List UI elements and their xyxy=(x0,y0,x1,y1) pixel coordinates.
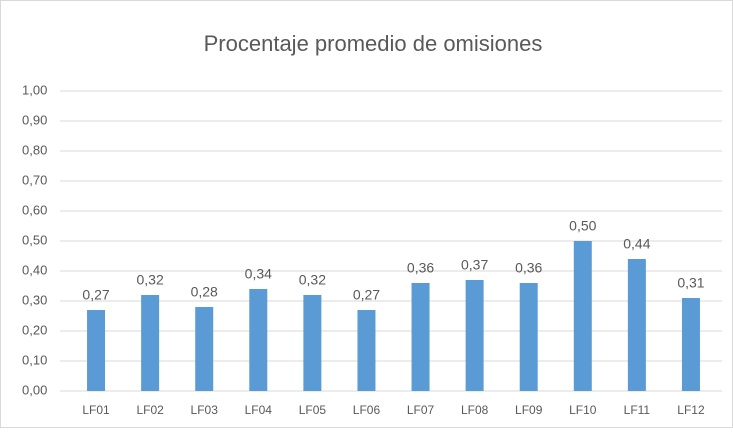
y-tick-label: 0,00 xyxy=(22,382,47,397)
bar xyxy=(573,241,592,391)
bar xyxy=(465,280,484,391)
x-tick-label: LF11 xyxy=(624,403,651,417)
data-label: 0,44 xyxy=(623,236,650,252)
y-tick-label: 0,60 xyxy=(22,202,47,217)
y-tick-label: 0,90 xyxy=(22,112,47,127)
bar xyxy=(303,295,322,391)
data-label: 0,28 xyxy=(191,284,218,300)
x-tick-label: LF01 xyxy=(82,403,110,417)
x-tick-label: LF10 xyxy=(569,403,597,417)
data-label: 0,31 xyxy=(677,275,704,291)
x-tick-label: LF12 xyxy=(677,403,705,417)
y-tick-label: 1,00 xyxy=(22,82,47,97)
bar xyxy=(357,310,376,391)
chart-title: Procentaje promedio de omisiones xyxy=(204,31,543,56)
bar xyxy=(249,289,268,391)
data-label: 0,50 xyxy=(569,218,596,234)
data-label: 0,32 xyxy=(137,272,164,288)
y-tick-label: 0,50 xyxy=(22,232,47,247)
y-tick-label: 0,30 xyxy=(22,292,47,307)
bar xyxy=(519,283,538,391)
bar xyxy=(195,307,214,391)
x-tick-label: LF05 xyxy=(299,403,327,417)
data-label: 0,27 xyxy=(82,287,109,303)
bar xyxy=(681,298,700,391)
data-label: 0,34 xyxy=(245,266,272,282)
x-tick-label: LF09 xyxy=(515,403,543,417)
x-tick-label: LF07 xyxy=(407,403,435,417)
x-tick-label: LF02 xyxy=(136,403,164,417)
y-tick-label: 0,20 xyxy=(22,322,47,337)
data-label: 0,36 xyxy=(515,260,542,276)
bar xyxy=(141,295,160,391)
data-label: 0,32 xyxy=(299,272,326,288)
data-label: 0,27 xyxy=(353,287,380,303)
data-label: 0,37 xyxy=(461,257,488,273)
bar xyxy=(627,259,646,391)
y-tick-label: 0,10 xyxy=(22,352,47,367)
y-tick-label: 0,40 xyxy=(22,262,47,277)
x-tick-label: LF04 xyxy=(245,403,273,417)
bar xyxy=(87,310,106,391)
bar xyxy=(411,283,430,391)
y-tick-label: 0,70 xyxy=(22,172,47,187)
x-tick-label: LF08 xyxy=(461,403,489,417)
y-tick-label: 0,80 xyxy=(22,142,47,157)
x-tick-label: LF03 xyxy=(191,403,219,417)
x-tick-label: LF06 xyxy=(353,403,381,417)
data-label: 0,36 xyxy=(407,260,434,276)
